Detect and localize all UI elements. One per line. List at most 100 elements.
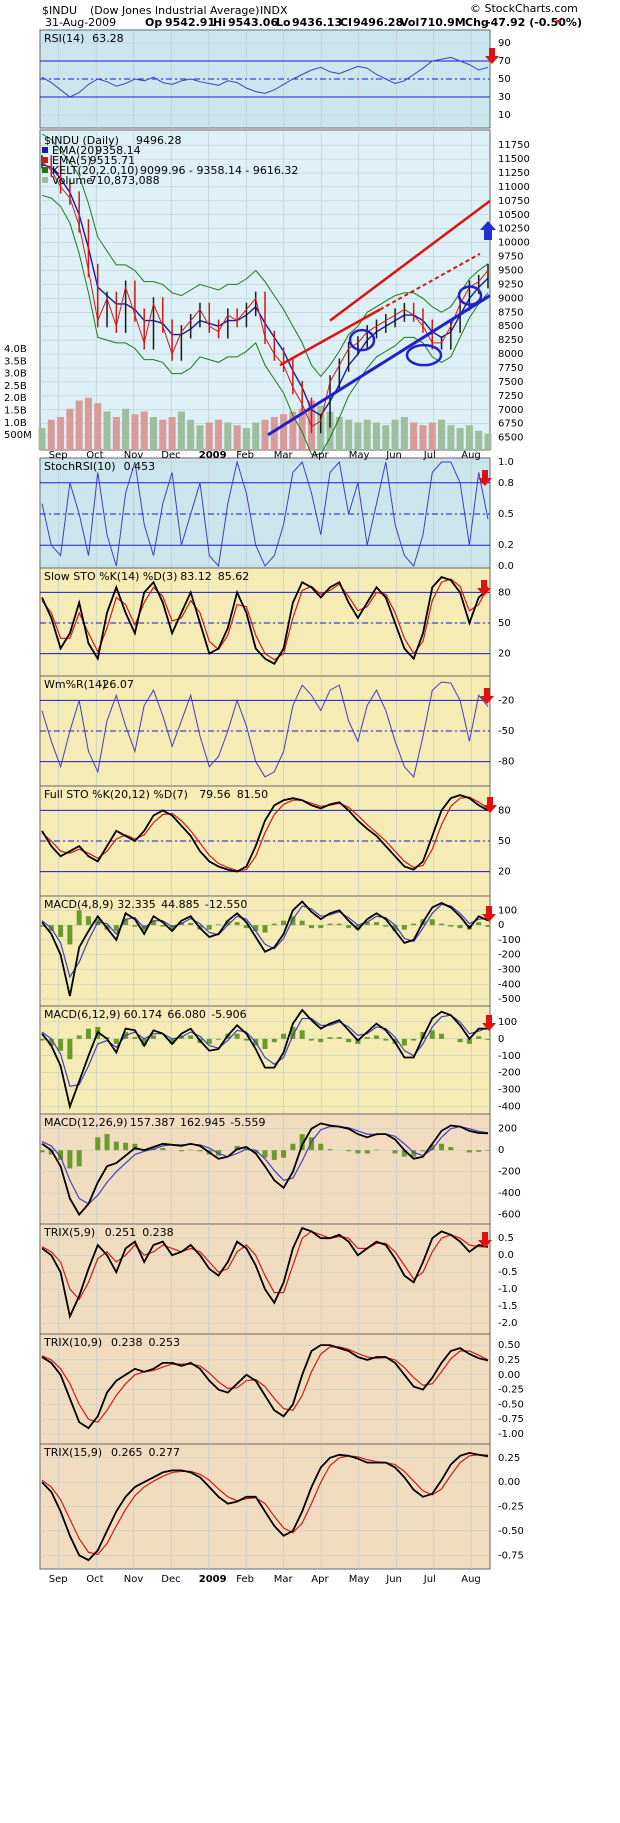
- chart-symbol: $INDU: [42, 4, 77, 17]
- panel-value-2: 162.945: [180, 1116, 226, 1129]
- volume-bar: [122, 408, 130, 450]
- x-tick-label: Sep: [49, 1574, 68, 1585]
- volume-bar: [465, 425, 473, 450]
- y-tick-label: -80: [498, 757, 514, 768]
- histogram-bar: [420, 1150, 426, 1152]
- x-tick-label: May: [349, 450, 370, 461]
- y-tick-label: 10750: [498, 196, 530, 207]
- histogram-bar: [234, 1145, 240, 1151]
- y-tick-label: 50: [498, 74, 511, 85]
- x-tick-label: Sep: [49, 450, 68, 461]
- y-tick-label: 90: [498, 38, 511, 49]
- histogram-bar: [448, 1146, 454, 1151]
- watermark: © StockCharts.com: [470, 2, 578, 15]
- y-tick-label: 80: [498, 805, 511, 816]
- volume-tick-label: 3.0B: [4, 369, 27, 380]
- histogram-bar: [225, 920, 231, 926]
- histogram-bar: [243, 1038, 249, 1041]
- lo-value: 9436.13: [292, 16, 342, 29]
- volume-bar: [428, 422, 436, 450]
- volume-tick-label: 1.0B: [4, 418, 27, 429]
- volume-bar: [391, 419, 399, 450]
- panel-value-3: -12.550: [205, 898, 247, 911]
- histogram-bar: [104, 1134, 110, 1151]
- histogram-bar: [485, 925, 491, 927]
- panel-trix159: 0.25 0.00 -0.25 -0.50 -0.75 TRIX(15,9) 0.265 0.…: [39, 1443, 524, 1570]
- volume-bar: [419, 425, 427, 450]
- volume-bar: [475, 430, 483, 450]
- down-arrow-icon: [478, 1232, 492, 1248]
- histogram-bar: [253, 1150, 259, 1154]
- ema5-line: [41, 161, 489, 428]
- histogram-bar: [188, 922, 194, 926]
- x-tick-label: Jun: [385, 1574, 402, 1585]
- histogram-bar: [485, 1038, 491, 1040]
- histogram-bar: [39, 1038, 45, 1041]
- highlight-ellipse: [457, 285, 483, 306]
- panel-value: 32.335: [117, 898, 156, 911]
- histogram-bar: [327, 923, 333, 926]
- y-tick-label: -20: [498, 695, 514, 706]
- panel-background: [39, 129, 491, 451]
- volume-bar: [456, 428, 464, 450]
- y-tick-label: 0.50: [498, 1340, 520, 1351]
- panel-background: [39, 1333, 491, 1445]
- histogram-bar: [374, 1149, 379, 1151]
- histogram-bar: [271, 1038, 277, 1043]
- x-tick-label: 2009: [199, 1574, 227, 1585]
- volume-bar: [205, 422, 213, 450]
- vol-value: 710.9M: [420, 16, 466, 29]
- panel-value: 0.238: [111, 1336, 143, 1349]
- panel-value: 83.12: [180, 570, 212, 583]
- down-arrow-icon: [482, 906, 496, 922]
- histogram-bar: [374, 1035, 379, 1039]
- chart-name: (Dow Jones Industrial Average): [90, 4, 259, 17]
- histogram-bar: [299, 920, 305, 926]
- histogram-bar: [58, 925, 64, 937]
- panel-title: MACD(4,8,9): [44, 898, 114, 911]
- histogram-bar: [113, 1038, 119, 1044]
- x-tick-label: 2009: [199, 450, 227, 461]
- y-tick-label: -500: [498, 994, 521, 1005]
- y-tick-label: 200: [498, 1124, 517, 1135]
- panel-title: Full STO %K(20,12) %D(7): [44, 788, 188, 801]
- histogram-bar: [160, 925, 166, 927]
- down-arrow-icon: [477, 580, 491, 596]
- histogram-bar: [48, 1150, 54, 1155]
- volume-bar: [38, 428, 46, 450]
- histogram-bar: [262, 1150, 268, 1158]
- panel-background: [39, 1005, 491, 1115]
- histogram-bar: [355, 925, 361, 930]
- panel-title: TRIX(10,9): [43, 1336, 102, 1349]
- signal-line: [41, 1230, 489, 1301]
- histogram-bar: [76, 1150, 82, 1167]
- histogram-bar: [383, 1038, 389, 1041]
- indicator-line: [41, 56, 489, 98]
- panel-rsi: 90 70 50 30 10 RSI(14) 63.28: [39, 29, 511, 129]
- y-tick-label: 6500: [498, 433, 523, 444]
- y-tick-label: -400: [498, 979, 521, 990]
- panel-value-2: 85.62: [218, 570, 250, 583]
- hi-label: Hi: [213, 16, 226, 29]
- panel-value: 0.265: [111, 1446, 143, 1459]
- histogram-bar: [216, 1038, 222, 1040]
- op-value: 9542.91: [165, 16, 215, 29]
- volume-bar: [242, 428, 250, 450]
- x-tick-label: Oct: [86, 450, 103, 461]
- op-label: Op: [145, 16, 162, 29]
- panel-value-2: 0.238: [142, 1226, 174, 1239]
- down-arrow-icon: [485, 48, 499, 64]
- volume-tick-label: 1.5B: [4, 406, 27, 417]
- legend-swatch: [42, 147, 48, 153]
- indicator-line: [41, 1451, 489, 1562]
- y-tick-label: 0.0: [498, 1250, 514, 1261]
- panel-title: MACD(6,12,9): [44, 1008, 121, 1021]
- histogram-bar: [216, 924, 222, 926]
- legend-swatch: [42, 157, 48, 163]
- histogram-bar: [346, 1150, 352, 1152]
- y-tick-label: -0.5: [498, 1267, 518, 1278]
- volume-bar: [261, 419, 269, 450]
- volume-bar: [75, 400, 83, 450]
- panel-price: 11750 11500 11250 11000 10750 10500 10250 10000…: [4, 129, 530, 455]
